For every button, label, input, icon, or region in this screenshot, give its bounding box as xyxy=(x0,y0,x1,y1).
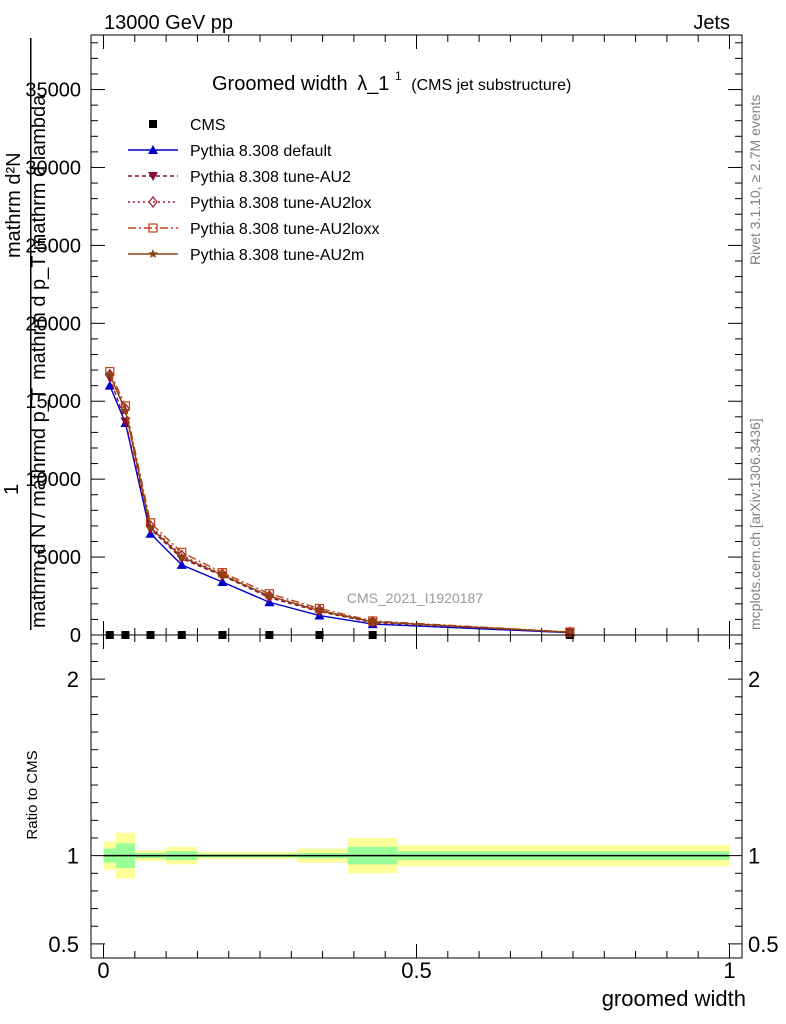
series-default xyxy=(104,380,575,637)
rivet-label: Rivet 3.1.10, ≥ 2.7M events xyxy=(747,95,763,265)
legend-marker-default xyxy=(148,145,158,154)
series-line-au2loxx xyxy=(109,371,570,633)
ylabel-fraction-bar xyxy=(30,38,32,630)
xtick-label: 0.5 xyxy=(401,958,432,983)
series-line-au2 xyxy=(109,377,570,634)
legend-label-au2m: Pythia 8.308 tune-AU2m xyxy=(190,247,364,264)
main-ytick-label: 35000 xyxy=(25,80,81,102)
ratio-ylabel: Ratio to CMS xyxy=(24,750,41,839)
legend-label-default: Pythia 8.308 default xyxy=(190,143,332,160)
ratio-ytick-label: 2 xyxy=(67,667,79,692)
series-au2lox xyxy=(105,368,575,639)
series-au2m xyxy=(105,369,575,637)
ylabel-line-1: mathrm d²N xyxy=(3,152,25,258)
series-au2loxx xyxy=(105,367,575,637)
chart-title: Groomed width λ_1 1 (CMS jet substructur… xyxy=(212,63,571,95)
ratio-ytick-label-right: 1 xyxy=(748,844,760,869)
point-au2m xyxy=(120,405,131,415)
main-ytick-label: 5000 xyxy=(37,547,82,569)
xtick-label: 1 xyxy=(723,958,735,983)
analysis-watermark: CMS_2021_I1920187 xyxy=(347,590,483,606)
point-default xyxy=(104,380,115,390)
legend-entry-au2loxx: Pythia 8.308 tune-AU2loxx xyxy=(128,221,379,238)
header-left: 13000 GeV pp xyxy=(104,12,233,34)
point-au2lox xyxy=(565,626,575,639)
main-ytick-label: 15000 xyxy=(25,391,81,413)
legend-label-au2: Pythia 8.308 tune-AU2 xyxy=(190,169,351,186)
legend-marker-au2 xyxy=(148,172,158,181)
ratio-ytick-label-right: 2 xyxy=(748,667,760,692)
mcplots-label: mcplots.cern.ch [arXiv:1306.3436] xyxy=(747,418,763,630)
legend-entry-au2lox: Pythia 8.308 tune-AU2lox xyxy=(128,195,371,212)
point-default xyxy=(217,577,228,587)
legend-marker-au2m xyxy=(148,249,158,259)
point-au2m xyxy=(565,627,575,637)
main-ylabel: mathrm d²N mathrm d p_T mathrm d lambda … xyxy=(1,38,50,630)
legend-entry-au2: Pythia 8.308 tune-AU2 xyxy=(128,169,351,186)
point-au2m xyxy=(314,605,325,615)
ylabel-line-2: mathrm d p_T mathrm d lambda xyxy=(28,94,50,380)
main-ytick-label: 0 xyxy=(70,625,81,647)
main-ytick-label: 30000 xyxy=(25,157,81,179)
ratio-ytick-label-right: 0.5 xyxy=(748,932,779,957)
legend-marker-cms xyxy=(149,120,157,128)
main-axis-ticks xyxy=(91,35,742,636)
legend-entry-default: Pythia 8.308 default xyxy=(128,143,332,160)
legend-marker-au2loxx xyxy=(148,223,158,233)
main-ytick-label: 10000 xyxy=(25,469,81,491)
point-au2m xyxy=(105,369,115,379)
legend-label-au2lox: Pythia 8.308 tune-AU2lox xyxy=(190,195,371,212)
point-au2lox xyxy=(314,604,325,617)
header-right: Jets xyxy=(693,12,730,34)
legend-entry-cms: CMS xyxy=(149,117,226,134)
point-au2m xyxy=(217,570,228,580)
main-ytick-label: 25000 xyxy=(25,235,81,257)
point-au2lox xyxy=(145,519,156,532)
series-layer xyxy=(104,367,575,639)
series-line-default xyxy=(109,385,570,634)
series-au2 xyxy=(104,373,575,638)
ratio-plot-frame xyxy=(90,634,743,959)
main-ytick-label: 20000 xyxy=(25,313,81,335)
legend-label-au2loxx: Pythia 8.308 tune-AU2loxx xyxy=(190,221,379,238)
ratio-ytick-label: 1 xyxy=(67,844,79,869)
point-au2m xyxy=(145,522,156,532)
point-default xyxy=(176,559,187,569)
ratio-bands xyxy=(103,832,730,879)
chart-title-sup: 1 xyxy=(395,69,402,83)
point-au2lox xyxy=(120,403,131,415)
main-ytick-labels: 0 5000 10000 15000 20000 25000 30000 35000 xyxy=(25,80,81,647)
legend-entry-au2m: Pythia 8.308 tune-AU2m xyxy=(128,247,364,264)
legend-marker-au2lox xyxy=(148,196,158,208)
ylabel-line-4: mathrm d N / mathrmd p_T xyxy=(28,388,50,628)
xtick-label: 0 xyxy=(97,958,109,983)
point-au2lox xyxy=(217,568,228,581)
x-axis-label: groomed width xyxy=(602,986,746,1011)
series-line-au2m xyxy=(109,374,570,633)
point-au2m xyxy=(367,616,378,626)
ratio-tick-labels: 0.5 0.5 1 1 2 2 0 0.5 1 xyxy=(48,667,778,983)
chart-title-math: λ_1 xyxy=(357,73,389,95)
legend-label-cms: CMS xyxy=(190,117,226,134)
series-line-au2lox xyxy=(109,374,570,633)
chart-title-note: (CMS jet substructure) xyxy=(411,77,571,94)
legend: CMS Pythia 8.308 default Pythia 8.308 tune… xyxy=(128,117,379,264)
point-au2m xyxy=(264,591,275,601)
ratio-ytick-label: 0.5 xyxy=(48,932,79,957)
ylabel-line-3: 1 xyxy=(1,484,23,495)
chart-title-text: Groomed width xyxy=(212,73,348,95)
ratio-axis-ticks xyxy=(91,635,742,958)
point-au2m xyxy=(177,552,187,562)
main-plot-frame xyxy=(90,34,743,636)
